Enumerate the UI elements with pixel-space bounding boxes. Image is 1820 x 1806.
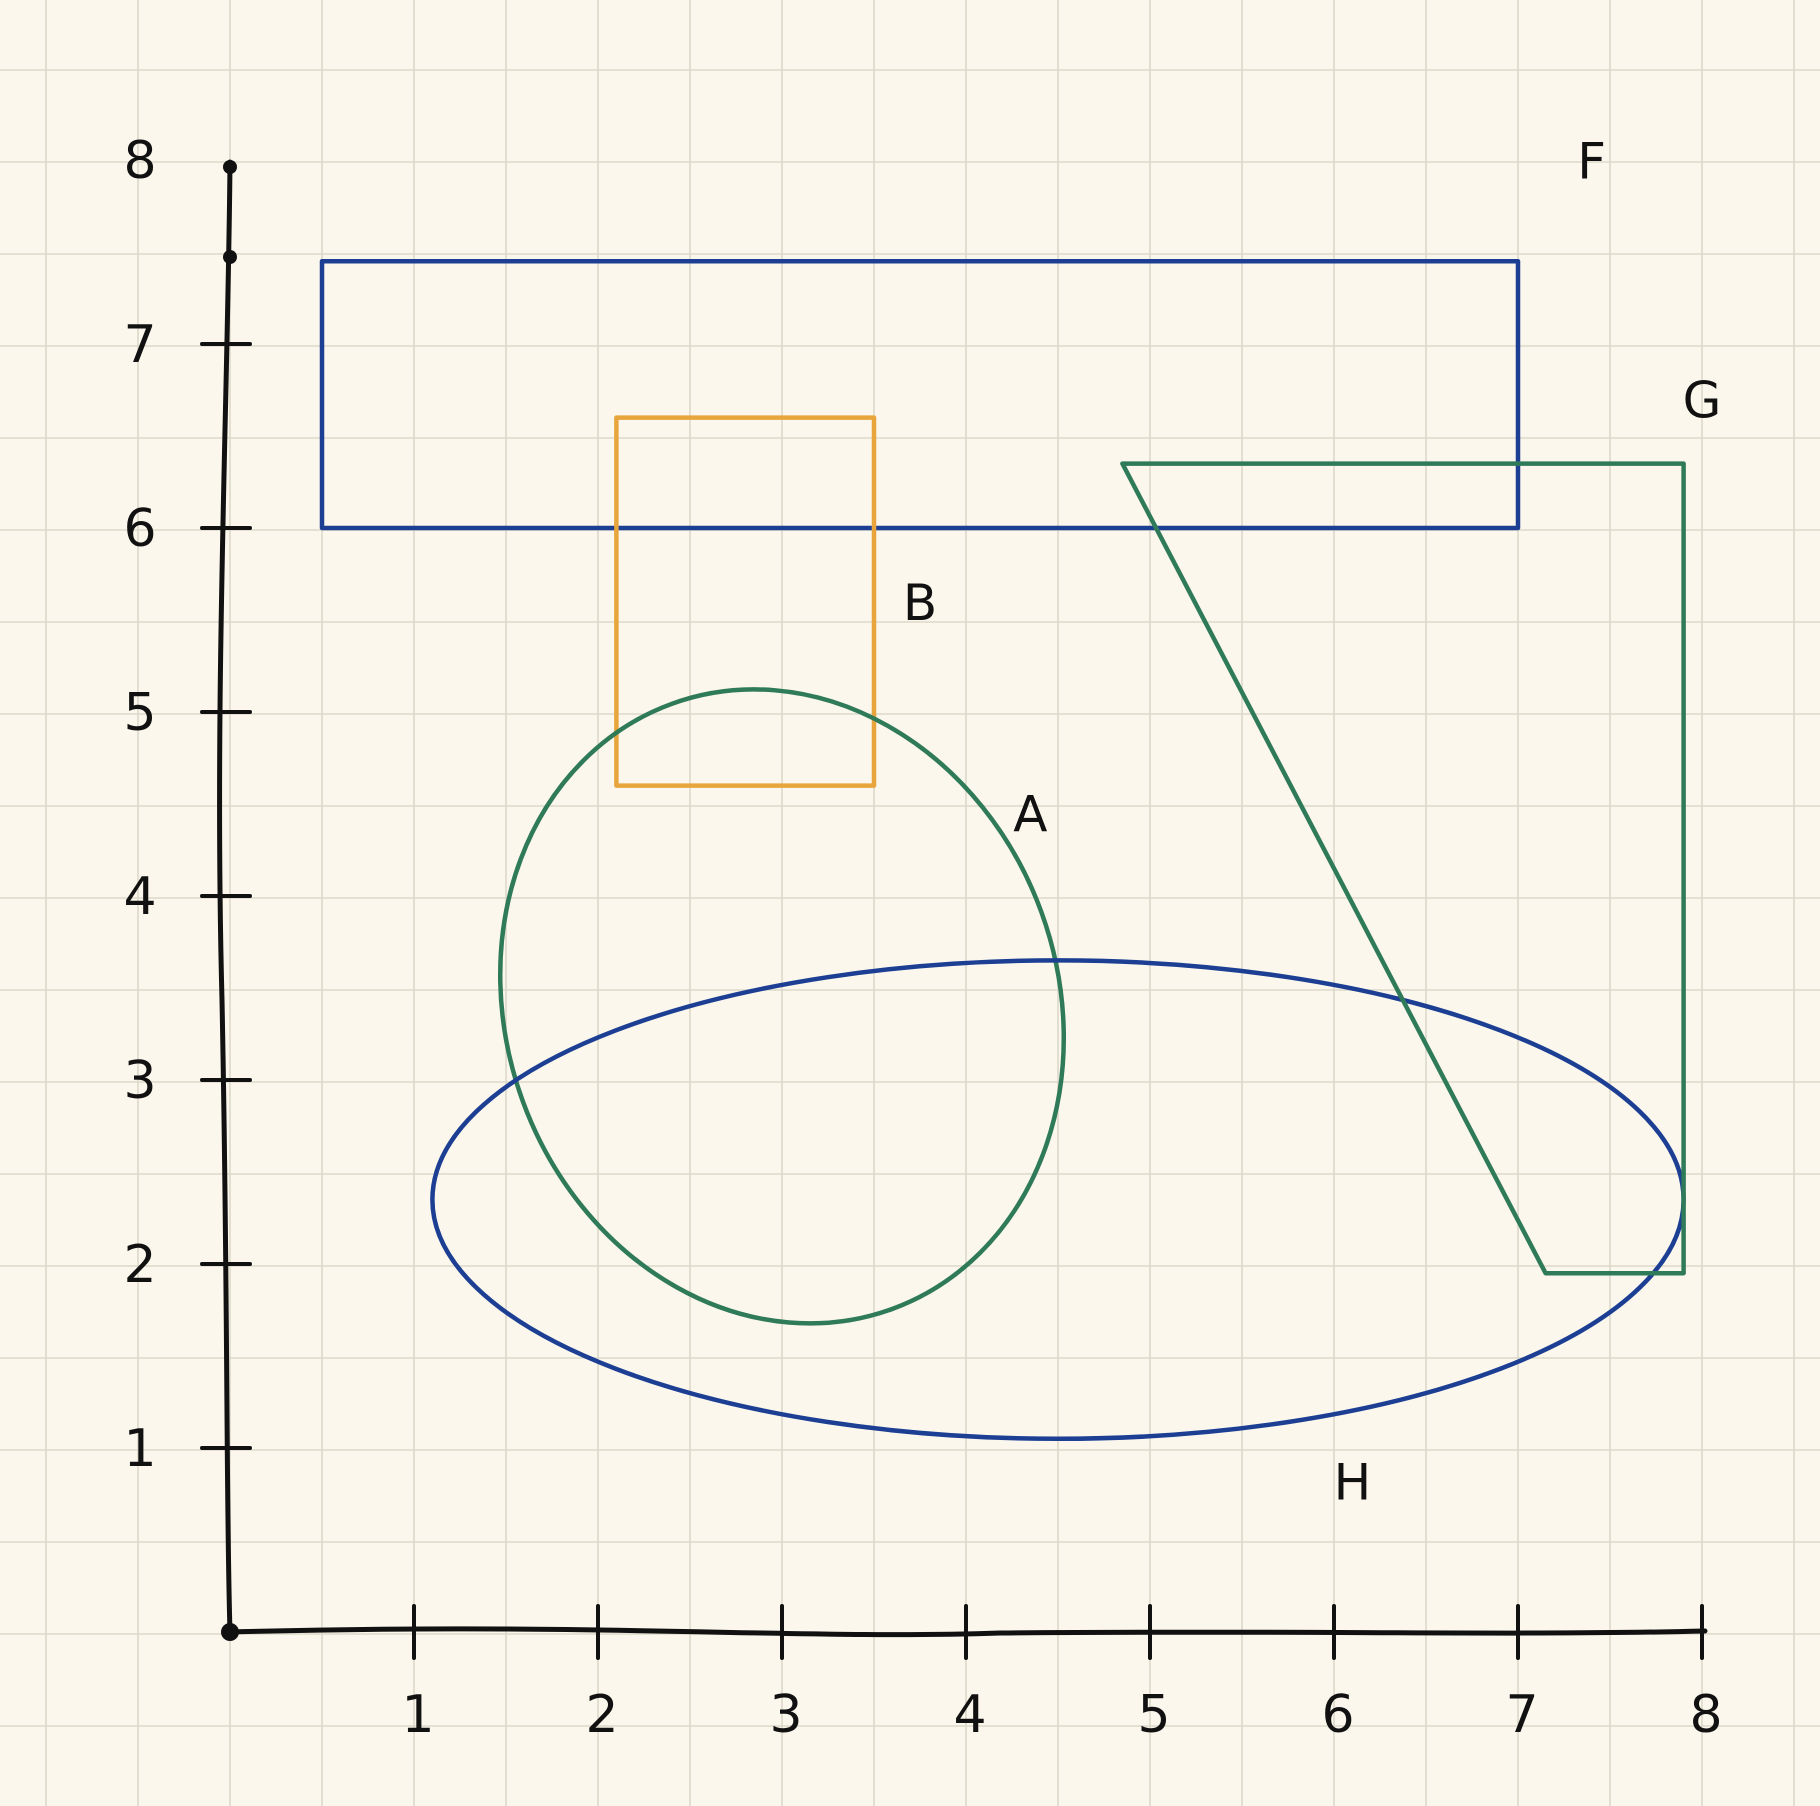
y-tick-label: 4 xyxy=(123,867,156,927)
x-tick-label: 3 xyxy=(769,1685,802,1745)
shape-g-polygon xyxy=(1120,461,1686,1276)
y-tick-label: 1 xyxy=(123,1419,156,1479)
y-tick-label: 8 xyxy=(123,131,156,191)
shape-label-b: B xyxy=(903,574,937,632)
shape-b-rectangle xyxy=(614,415,877,788)
y-tick-label: 7 xyxy=(123,315,156,375)
y-tick-label: 2 xyxy=(123,1235,156,1295)
y-tick-label: 3 xyxy=(123,1051,156,1111)
shape-f-rectangle xyxy=(319,258,1521,531)
x-tick-label: 4 xyxy=(953,1685,986,1745)
x-tick-label: 2 xyxy=(585,1685,618,1745)
y-tick-label: 6 xyxy=(123,499,156,559)
y-tick-label: 5 xyxy=(123,683,156,743)
x-tick-label: 1 xyxy=(401,1685,434,1745)
x-tick-label: 8 xyxy=(1689,1685,1722,1745)
shapes-layer xyxy=(319,258,1686,1442)
x-axis xyxy=(221,1623,1708,1641)
shape-label-a: A xyxy=(1013,786,1047,844)
x-tick-label: 5 xyxy=(1137,1685,1170,1745)
shape-a-ellipse xyxy=(497,687,1067,1326)
shape-labels: F B A H G xyxy=(903,132,1722,1511)
shape-label-f: F xyxy=(1577,132,1606,190)
x-tick-label: 7 xyxy=(1505,1685,1538,1745)
shape-label-g: G xyxy=(1683,372,1722,430)
shape-label-h: H xyxy=(1334,1454,1372,1512)
axis-ticks: 1 2 3 4 5 6 7 8 1 2 3 4 5 6 7 8 xyxy=(123,131,1722,1745)
x-tick-label: 6 xyxy=(1321,1685,1354,1745)
y-axis xyxy=(217,159,237,1635)
